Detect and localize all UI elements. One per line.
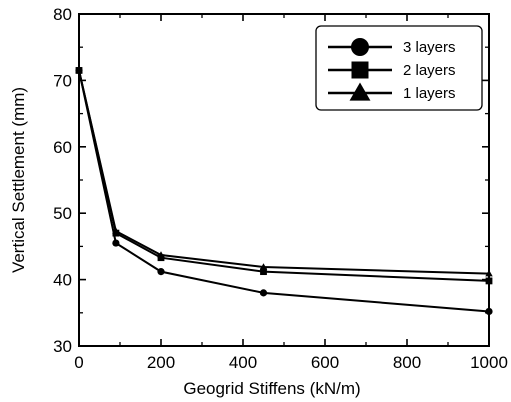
x-tick-label: 400	[229, 353, 257, 372]
legend-marker	[351, 61, 369, 79]
legend-label: 2 layers	[403, 62, 456, 79]
y-tick-label: 80	[53, 5, 72, 24]
data-point	[157, 268, 165, 276]
data-point	[260, 268, 267, 276]
legend-marker	[351, 38, 369, 56]
legend-marker	[349, 82, 371, 101]
y-tick-label: 40	[53, 271, 72, 290]
data-point	[112, 227, 120, 234]
plot-layer	[75, 66, 493, 316]
y-tick-label: 30	[53, 337, 72, 356]
x-tick-label: 800	[393, 353, 421, 372]
legend: 3 layers 2 layers 1 layers	[315, 25, 483, 111]
x-axis-title: Geogrid Stiffens (kN/m)	[183, 379, 360, 398]
legend-label: 3 layers	[403, 39, 456, 56]
y-tick-label: 70	[53, 71, 72, 90]
y-tick-label: 60	[53, 138, 72, 157]
x-tick-label: 600	[311, 353, 339, 372]
y-axis-title: Vertical Settlement (mm)	[9, 87, 28, 273]
data-point	[259, 289, 268, 297]
axis-ticks: 0 200 400 600 800 1000 30 40 50 60 70 80	[53, 5, 508, 372]
y-tick-label: 50	[53, 204, 72, 223]
x-tick-label: 1000	[470, 353, 508, 372]
x-tick-label: 0	[74, 353, 83, 372]
data-point	[157, 251, 165, 258]
data-point	[259, 263, 268, 270]
x-tick-label: 200	[147, 353, 175, 372]
legend-box	[315, 25, 483, 111]
legend-label: 1 layers	[403, 85, 456, 102]
data-point	[112, 239, 120, 247]
